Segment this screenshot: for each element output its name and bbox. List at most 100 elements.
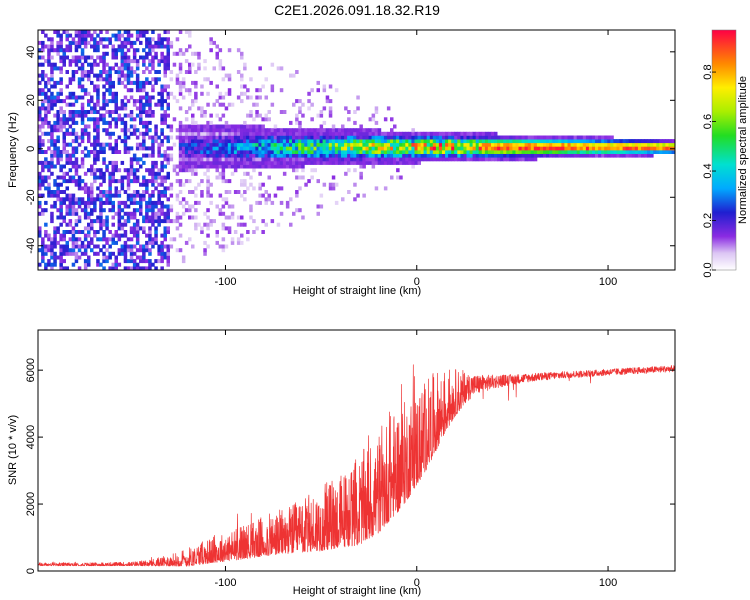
spectrogram-cell xyxy=(347,131,351,136)
spectrogram-cell xyxy=(267,135,271,140)
spectrogram-cell xyxy=(304,146,308,151)
spectrogram-cell xyxy=(506,153,510,158)
spectrogram-cell xyxy=(194,91,198,96)
spectrogram-cell xyxy=(59,255,63,260)
spectrogram-cell xyxy=(181,168,186,173)
spectrogram-cell xyxy=(491,153,495,158)
spectrogram-cell xyxy=(41,248,45,253)
spectrogram-cell xyxy=(50,124,54,129)
spectrogram-cell xyxy=(298,153,302,158)
spectrogram-cell xyxy=(71,200,76,205)
spectrogram-cell xyxy=(221,102,226,107)
spectrogram-cell xyxy=(230,160,235,165)
spectrogram-cell xyxy=(160,208,164,213)
spectrogram-cell xyxy=(163,255,167,260)
spectrogram-cell xyxy=(56,150,60,154)
spectrogram-cell xyxy=(117,106,122,111)
spectrogram-cell xyxy=(181,80,186,85)
spectrogram-cell xyxy=(93,59,97,64)
spectrogram-cell xyxy=(298,120,302,125)
spectrogram-cell xyxy=(383,186,388,191)
spectrogram-cell xyxy=(139,80,143,85)
spectrogram-cell xyxy=(132,233,137,238)
spectrogram-cell xyxy=(163,215,167,220)
spectrogram-cell xyxy=(644,146,648,151)
spectrogram-cell xyxy=(166,30,170,34)
spectrogram-cell xyxy=(261,142,265,147)
spectrogram-cell xyxy=(129,110,134,114)
spectrogram-cell xyxy=(135,77,140,82)
spectrogram-cell xyxy=(267,150,271,154)
spectrogram-cell xyxy=(169,135,174,140)
spectrogram-cell xyxy=(108,37,112,42)
spectrogram-cell xyxy=(328,110,333,114)
spectrogram-cell xyxy=(77,215,82,220)
spectrogram-cell xyxy=(83,113,88,118)
spectrogram-cell xyxy=(230,124,235,129)
snr-series-line xyxy=(38,364,675,567)
spectrogram-cell xyxy=(114,120,118,125)
spectrogram-cell xyxy=(209,200,213,205)
spectrogram-cell xyxy=(243,128,247,133)
spectrogram-cell xyxy=(319,135,324,140)
spectrogram-cell xyxy=(258,146,262,151)
spectrogram-cell xyxy=(90,80,94,85)
spectrogram-cell xyxy=(53,237,57,242)
spectrogram-cell xyxy=(454,153,458,158)
spectrogram-cell xyxy=(105,219,109,224)
spectrogram-cell xyxy=(362,193,366,198)
spectrogram-cell xyxy=(166,248,170,253)
spectrogram-cell xyxy=(491,131,495,136)
spectrogram-cell xyxy=(386,142,391,147)
spectrogram-cell xyxy=(549,150,553,154)
spectrogram-cell xyxy=(77,230,82,234)
spectrogram-cell xyxy=(114,190,118,194)
spectrogram-cell xyxy=(200,124,204,129)
spectrogram-cell xyxy=(656,146,660,151)
spectrogram-cell xyxy=(546,139,550,144)
spectrogram-cell xyxy=(163,113,167,118)
spectrogram-cell xyxy=(393,139,397,144)
spectrogram-cell xyxy=(197,139,201,144)
spectrogram-cell xyxy=(258,200,262,205)
spectrogram-cell xyxy=(44,222,48,227)
spectrogram-cell xyxy=(521,157,526,162)
spectrogram-cell xyxy=(83,266,88,270)
spectrogram-cell xyxy=(240,153,244,158)
spectrogram-cell xyxy=(243,179,247,184)
spectrogram-cell xyxy=(243,164,247,169)
spectrogram-cell xyxy=(641,150,645,154)
spectrogram-cell xyxy=(402,160,406,165)
spectrogram-cell xyxy=(289,139,293,144)
spectrogram-cell xyxy=(469,157,474,162)
spectrogram-cell xyxy=(114,106,118,111)
spectrogram-cell xyxy=(328,128,333,133)
spectrogram-cell xyxy=(129,33,134,38)
spectrogram-cell xyxy=(497,157,501,162)
spectrogram-cell xyxy=(295,117,299,122)
spectrogram-cell xyxy=(117,237,122,242)
spectrogram-cell xyxy=(151,215,155,220)
spectrogram-cell xyxy=(390,157,394,162)
spectrogram-cell xyxy=(148,106,152,111)
spectrogram-cell xyxy=(166,66,170,71)
spectrogram-cell xyxy=(154,215,158,220)
spectrogram-cell xyxy=(273,124,278,129)
spectrogram-cell xyxy=(610,139,614,144)
spectrogram-cell xyxy=(298,160,302,165)
spectrogram-cell xyxy=(148,248,152,253)
spectrogram-cell xyxy=(631,153,636,158)
spectrogram-cell xyxy=(227,77,232,82)
spectrogram-cell xyxy=(80,37,85,42)
spectrogram-cell xyxy=(41,40,45,45)
spectrogram-cell xyxy=(157,62,161,67)
spectrogram-cell xyxy=(163,251,167,256)
spectrogram-cell xyxy=(145,51,149,56)
spectrogram-cell xyxy=(62,248,66,253)
spectrogram-cell xyxy=(194,164,198,169)
spectrogram-cell xyxy=(62,139,66,144)
spectrogram-cell xyxy=(44,266,48,270)
spectrogram-cell xyxy=(301,157,305,162)
spectrogram-cell xyxy=(132,40,137,45)
spectrogram-cell xyxy=(87,124,91,129)
